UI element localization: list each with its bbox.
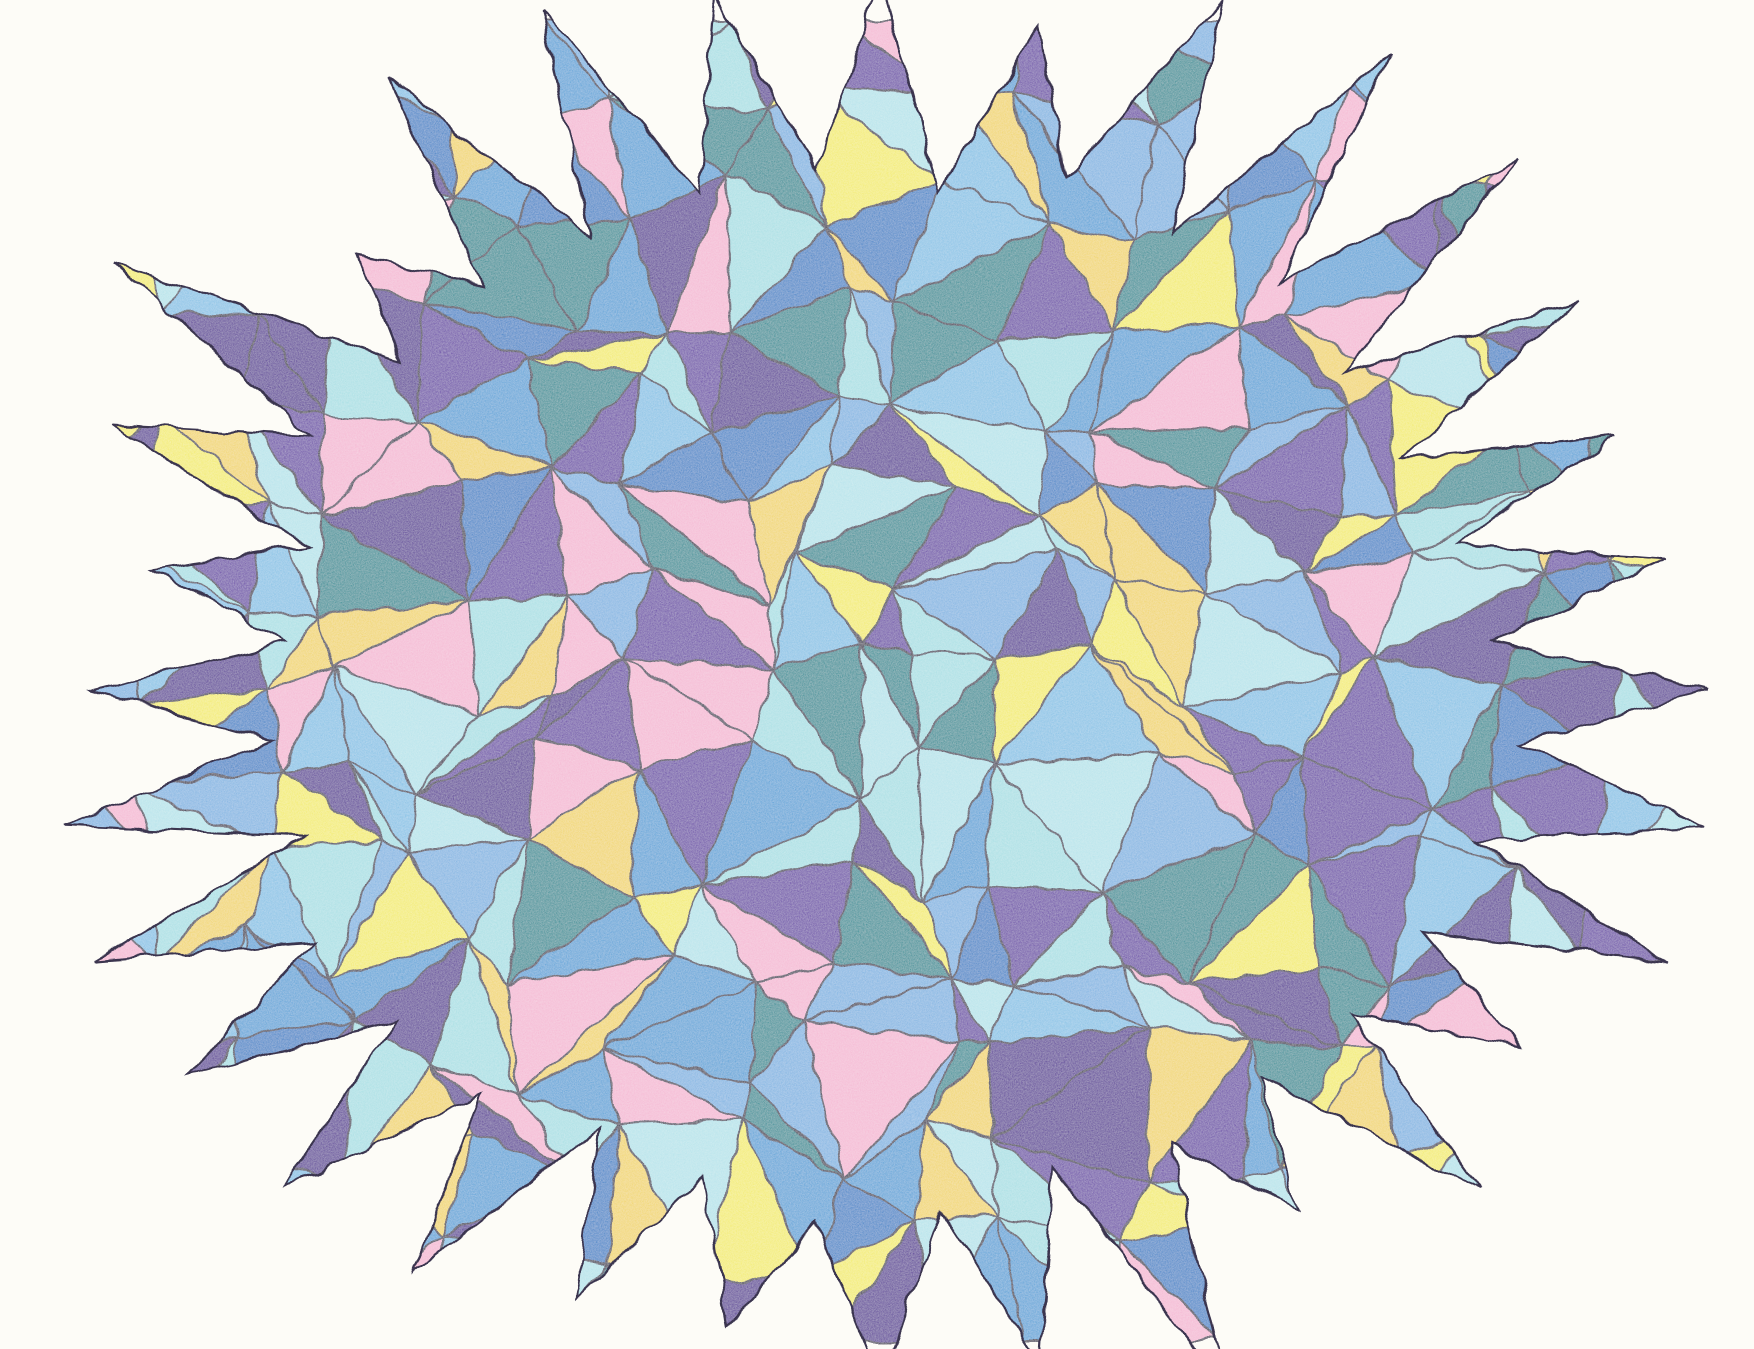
outline	[64, 0, 1708, 1349]
